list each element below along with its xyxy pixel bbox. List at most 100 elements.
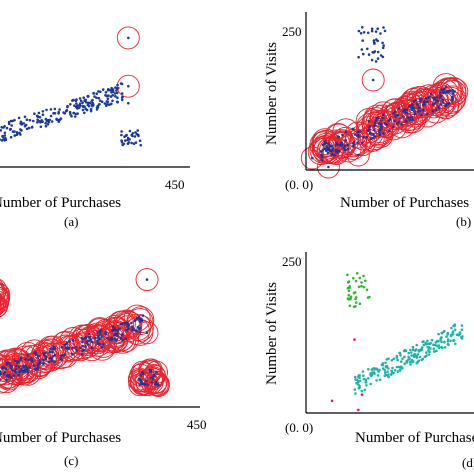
panel-d-point (409, 363, 412, 366)
panel-c-point (102, 343, 105, 346)
panel-b-point (417, 103, 420, 107)
panel-d-point (398, 369, 402, 372)
panel-b-point (418, 100, 422, 103)
panel-a-point (137, 134, 140, 138)
panel-c-point (142, 382, 146, 386)
panel-c-point (5, 374, 9, 378)
panel-c-point (36, 367, 39, 370)
panel-c-point (34, 353, 38, 357)
panel-a-point (96, 104, 99, 108)
panel-b-point (373, 41, 376, 44)
panel-d-point (435, 349, 438, 353)
panel-b-point (344, 148, 347, 152)
panel-c-outlier-circle (0, 354, 10, 381)
panel-c-point (146, 383, 149, 386)
panel-d-point (360, 393, 364, 396)
panel-a-point (134, 141, 138, 144)
panel-c-outlier-circle (2, 355, 30, 383)
panel-c-outlier-circle (0, 282, 3, 298)
panel-d-point (358, 386, 361, 389)
panel-c-point (71, 339, 75, 342)
panel-b-point (426, 100, 429, 104)
panel-b-point (441, 101, 445, 104)
panel-c-point (33, 351, 36, 355)
panel-c-point (137, 315, 141, 319)
panel-b-point (403, 110, 406, 113)
panel-a-point (23, 115, 27, 119)
panel-a-point (3, 131, 7, 135)
panel-c-point (89, 338, 92, 341)
panel-b-point (343, 144, 347, 147)
panel-d-point (412, 355, 416, 359)
panel-c-outlier-circle (0, 287, 9, 310)
panel-d-point (346, 286, 350, 290)
panel-b-point (335, 141, 338, 145)
panel-b-point (344, 139, 348, 142)
panel-b-point (359, 32, 363, 35)
panel-b-point (382, 44, 386, 47)
panel-a-x-axis-label: Number of Purchases (0, 195, 121, 211)
panel-d-point (428, 342, 432, 346)
panel-a-point (39, 125, 43, 129)
panel-c-point (96, 336, 100, 339)
panel-a-point (78, 102, 82, 105)
panel-c-point (86, 339, 90, 343)
panel-a-point (44, 122, 47, 125)
panel-d-point (363, 388, 367, 392)
panel-b-point (373, 121, 377, 125)
panel-d-point (354, 296, 358, 299)
panel-d-point (358, 276, 362, 280)
panel-b-point (344, 130, 348, 134)
panel-b-point (369, 137, 373, 140)
panel-b-point (334, 150, 338, 153)
panel-d-point (461, 335, 464, 338)
panel-c-point (126, 325, 129, 328)
panel-d-point (364, 378, 368, 382)
panel-a-point (130, 141, 133, 145)
panel-c-point (104, 331, 108, 334)
panel-b-outlier-circle (405, 94, 433, 122)
panel-c-point (14, 367, 18, 371)
panel-b-point (425, 112, 429, 116)
panel-b-outlier-circle (316, 137, 344, 165)
panel-b-point (410, 108, 413, 111)
panel-b: 250 Number of Visits (0. 0) Number of Pu… (264, 12, 474, 229)
panel-b-label: (b) (456, 214, 471, 229)
panel-b-point (438, 91, 442, 94)
panel-d-point (404, 349, 408, 353)
panel-a-point (10, 124, 13, 127)
panel-c-outlier-circle (41, 341, 69, 369)
panel-b-point (381, 116, 385, 120)
panel-b-point (373, 128, 376, 132)
panel-a-point (81, 108, 85, 112)
panel-c-point (141, 314, 145, 317)
panel-a-point (92, 103, 95, 107)
panel-c-point (63, 353, 67, 356)
panel-b-point (376, 50, 380, 54)
panel-b-point (381, 55, 385, 59)
panel-b-outlier-circle (346, 143, 370, 167)
panel-d-point (432, 350, 436, 353)
panel-c-point (98, 332, 102, 336)
panel-b-point (376, 27, 380, 31)
panel-b-point (358, 135, 361, 138)
panel-c-point (31, 360, 34, 363)
panel-d-point (436, 344, 439, 348)
panel-b-y-tick-top: 250 (282, 24, 302, 39)
panel-d-point (417, 359, 421, 363)
panel-b-point (366, 47, 369, 51)
panel-b-point (337, 135, 341, 139)
panel-a-point (113, 92, 117, 95)
panel-b-point (342, 146, 346, 150)
panel-d-point (458, 331, 462, 334)
panel-d-point (352, 276, 355, 280)
panel-b-point (379, 122, 383, 126)
panel-c-point (126, 322, 130, 326)
panel-d-point (443, 341, 446, 344)
panel-c-point (120, 333, 124, 337)
panel-c-point (111, 325, 115, 328)
panel-c-point (110, 338, 113, 342)
panel-d-point (362, 285, 366, 289)
panel-d-point (452, 339, 456, 342)
panel-b-point (395, 122, 399, 125)
